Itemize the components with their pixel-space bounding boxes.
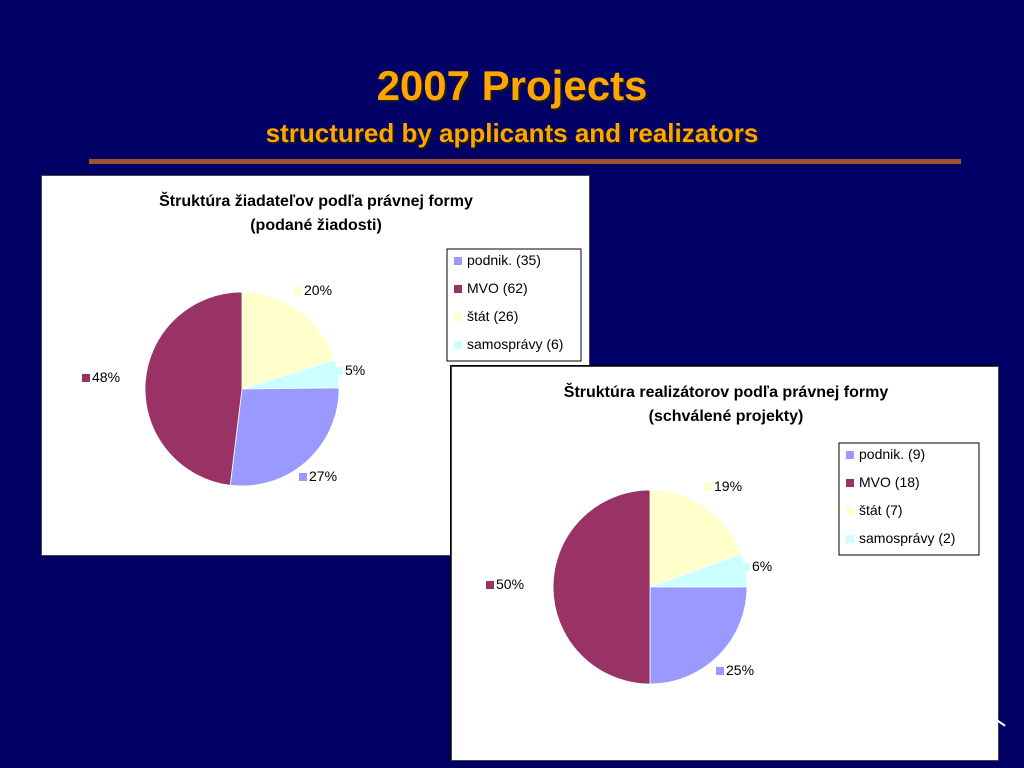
legend-item-1: MVO (62) — [467, 280, 528, 296]
realizators-pie-svg: Štruktúra realizátorov podľa právnej for… — [486, 382, 980, 685]
chart-legend — [446, 248, 582, 362]
legend-swatch-0 — [454, 257, 462, 265]
pie-label-marker-3 — [335, 367, 343, 375]
pie-slice-0 — [229, 387, 340, 487]
legend-swatch-3 — [454, 341, 462, 349]
pie-slice-0 — [649, 586, 748, 685]
pie-slice-2 — [649, 489, 742, 588]
pie-label-marker-0 — [716, 667, 724, 675]
chart-legend — [838, 442, 980, 556]
legend-item-0: podnik. (35) — [467, 252, 541, 268]
pie-label-marker-3 — [742, 563, 750, 571]
pie-slice-1 — [552, 489, 651, 685]
chart-title-line1: Štruktúra žiadateľov podľa právnej formy — [159, 191, 473, 210]
pie-label-3: 5% — [345, 362, 365, 378]
pie-slice-1 — [144, 291, 243, 486]
pie-label-2: 20% — [304, 282, 332, 298]
chart-title-line2: (schválené projekty) — [649, 408, 804, 425]
pie-label-0: 27% — [309, 468, 337, 484]
pie-label-1: 50% — [496, 576, 524, 592]
pie-label-marker-1 — [82, 374, 90, 382]
legend-swatch-3 — [846, 535, 854, 543]
legend-item-2: štát (7) — [859, 502, 903, 518]
applicants-pie-chart: Štruktúra žiadateľov podľa právnej formy… — [41, 175, 590, 556]
pie-label-marker-1 — [486, 581, 494, 589]
applicants-pie-svg: Štruktúra žiadateľov podľa právnej formy… — [82, 191, 582, 487]
slide-subtitle: structured by applicants and realizators — [265, 118, 759, 148]
pie-slice-2 — [241, 291, 336, 390]
legend-swatch-2 — [846, 507, 854, 515]
pie-label-3: 6% — [752, 558, 772, 574]
chart-title-line1: Štruktúra realizátorov podľa právnej for… — [564, 382, 889, 401]
pie-label-marker-2 — [294, 287, 302, 295]
pie-label-2: 19% — [714, 478, 742, 494]
legend-swatch-1 — [454, 285, 462, 293]
pie-label-marker-0 — [299, 473, 307, 481]
pie-label-marker-2 — [704, 483, 712, 491]
legend-swatch-0 — [846, 451, 854, 459]
legend-item-3: samosprávy (6) — [467, 336, 563, 352]
title-divider — [89, 159, 961, 164]
legend-swatch-1 — [846, 479, 854, 487]
legend-item-1: MVO (18) — [859, 474, 920, 490]
slide-title: 2007 Projects — [376, 62, 648, 109]
pie-label-1: 48% — [92, 369, 120, 385]
legend-item-2: štát (26) — [467, 308, 518, 324]
pie-label-0: 25% — [726, 662, 754, 678]
legend-item-3: samosprávy (2) — [859, 530, 955, 546]
realizators-pie-chart: Štruktúra realizátorov podľa právnej for… — [451, 366, 999, 761]
legend-item-0: podnik. (9) — [859, 446, 925, 462]
legend-swatch-2 — [454, 313, 462, 321]
chart-title-line2: (podané žiadosti) — [250, 217, 382, 234]
